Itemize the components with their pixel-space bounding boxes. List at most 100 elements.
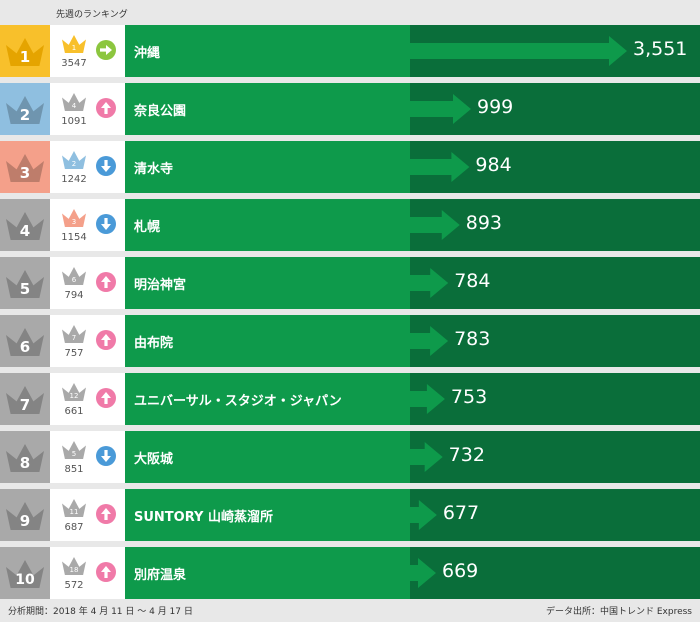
destination-name: ユニバーサル・スタジオ・ジャパン [134,394,342,409]
arrow-down-icon [96,156,116,176]
ranking-row: 7 12 661 ユニバーサル・スタジオ・ジャパン 753 [0,373,700,425]
ranking-row: 8 5 851 大阪城 732 [0,431,700,483]
rank-badge: 1 [0,25,50,77]
previous-rank-crown-icon: 2 [62,151,86,169]
bar-arrow [410,326,449,356]
rank-badge: 5 [0,257,50,309]
bar-light-band [125,373,410,425]
bar-light-band [125,141,410,193]
analysis-period: 分析期間：2018 年 4 月 11 日 ～ 4 月 17 日 [8,607,193,617]
bar-track: ユニバーサル・スタジオ・ジャパン 753 [125,373,700,425]
bar-track: 大阪城 732 [125,431,700,483]
crown-icon: 1 [6,38,44,66]
previous-rank-number: 11 [70,508,79,516]
arrow-right-icon [96,40,116,60]
ranking-row: 3 2 1242 清水寺 984 [0,141,700,193]
rank-badge: 7 [0,373,50,425]
destination-name: 沖縄 [134,46,161,61]
ranking-row: 6 7 757 由布院 783 [0,315,700,367]
rank-badge: 8 [0,431,50,483]
ranking-row: 10 18 572 別府温泉 669 [0,547,700,599]
arrow-up-icon [96,388,116,408]
previous-count: 1091 [61,116,87,127]
bar-arrow [410,500,437,530]
previous-rank-crown-icon: 12 [62,383,86,401]
bar-light-band [125,489,410,541]
bar-light-band [125,257,410,309]
arrow-down-icon [96,214,116,234]
bar-value-label: 984 [475,154,512,176]
previous-rank-crown-icon: 11 [62,499,86,517]
previous-week-cell: 11 687 [50,489,125,541]
previous-count: 1154 [61,232,87,243]
previous-rank-number: 4 [72,102,77,110]
previous-week-cell: 6 794 [50,257,125,309]
rank-number: 9 [20,512,30,530]
bar-value-label: 732 [448,444,485,466]
bar-light-band [125,25,410,77]
arrow-up-icon [96,98,116,118]
previous-count: 687 [64,522,84,533]
previous-rank-number: 5 [72,450,76,458]
crown-icon: 3 [6,154,44,182]
rank-badge: 2 [0,83,50,135]
bar-arrow [410,268,449,298]
previous-count: 3547 [61,58,87,69]
crown-icon: 10 [6,560,44,588]
rank-badge: 3 [0,141,50,193]
bar-value-label: 753 [450,386,488,408]
previous-rank-crown-icon: 3 [62,209,86,227]
bar-value-label: 677 [442,502,480,524]
rank-number: 5 [20,280,30,298]
bar-arrow [410,442,443,472]
ranking-row: 2 4 1091 奈良公園 999 [0,83,700,135]
bar-light-band [125,199,410,251]
rank-number: 2 [20,106,30,124]
previous-week-ranking-label: 先週のランキング [56,10,128,20]
bar-arrow [410,384,445,414]
bar-arrow [410,152,470,182]
crown-icon: 6 [6,328,44,356]
previous-rank-crown-icon: 5 [62,441,86,459]
bar-track: 奈良公園 999 [125,83,700,135]
crown-icon: 7 [6,386,44,414]
previous-week-cell: 5 851 [50,431,125,483]
previous-week-cell: 7 757 [50,315,125,367]
previous-rank-number: 2 [72,160,76,168]
previous-rank-number: 6 [72,276,77,284]
previous-rank-number: 3 [72,218,76,226]
previous-rank-crown-icon: 7 [62,325,86,343]
previous-count: 757 [64,348,84,359]
rank-badge: 9 [0,489,50,541]
destination-name: SUNTORY 山崎蒸溜所 [134,510,273,525]
rank-number: 4 [20,222,30,240]
previous-rank-crown-icon: 4 [62,93,86,111]
bar-value-label: 783 [454,328,491,350]
rank-badge: 10 [0,547,50,599]
crown-icon: 2 [6,96,44,124]
previous-rank-crown-icon: 18 [62,557,86,575]
previous-rank-number: 7 [72,334,76,342]
ranking-row: 5 6 794 明治神宮 784 [0,257,700,309]
bar-value-label: 784 [454,270,491,292]
arrow-up-icon [96,272,116,292]
previous-rank-number: 12 [70,392,79,400]
arrow-up-icon [96,504,116,524]
crown-icon: 5 [6,270,44,298]
bar-light-band [125,315,410,367]
bar-arrow [410,210,460,240]
previous-rank-crown-icon: 6 [62,267,86,285]
bar-value-label: 669 [442,560,479,582]
bar-light-band [125,431,410,483]
previous-week-cell: 4 1091 [50,83,125,135]
chart-header: 先週のランキング [0,0,700,24]
rank-badge: 6 [0,315,50,367]
previous-count: 794 [64,290,84,301]
destination-name: 由布院 [134,336,174,351]
ranking-row: 4 3 1154 札幌 893 [0,199,700,251]
previous-week-cell: 12 661 [50,373,125,425]
previous-rank-crown-icon: 1 [62,35,86,53]
bar-track: 札幌 893 [125,199,700,251]
rank-badge: 4 [0,199,50,251]
previous-week-cell: 3 1154 [50,199,125,251]
